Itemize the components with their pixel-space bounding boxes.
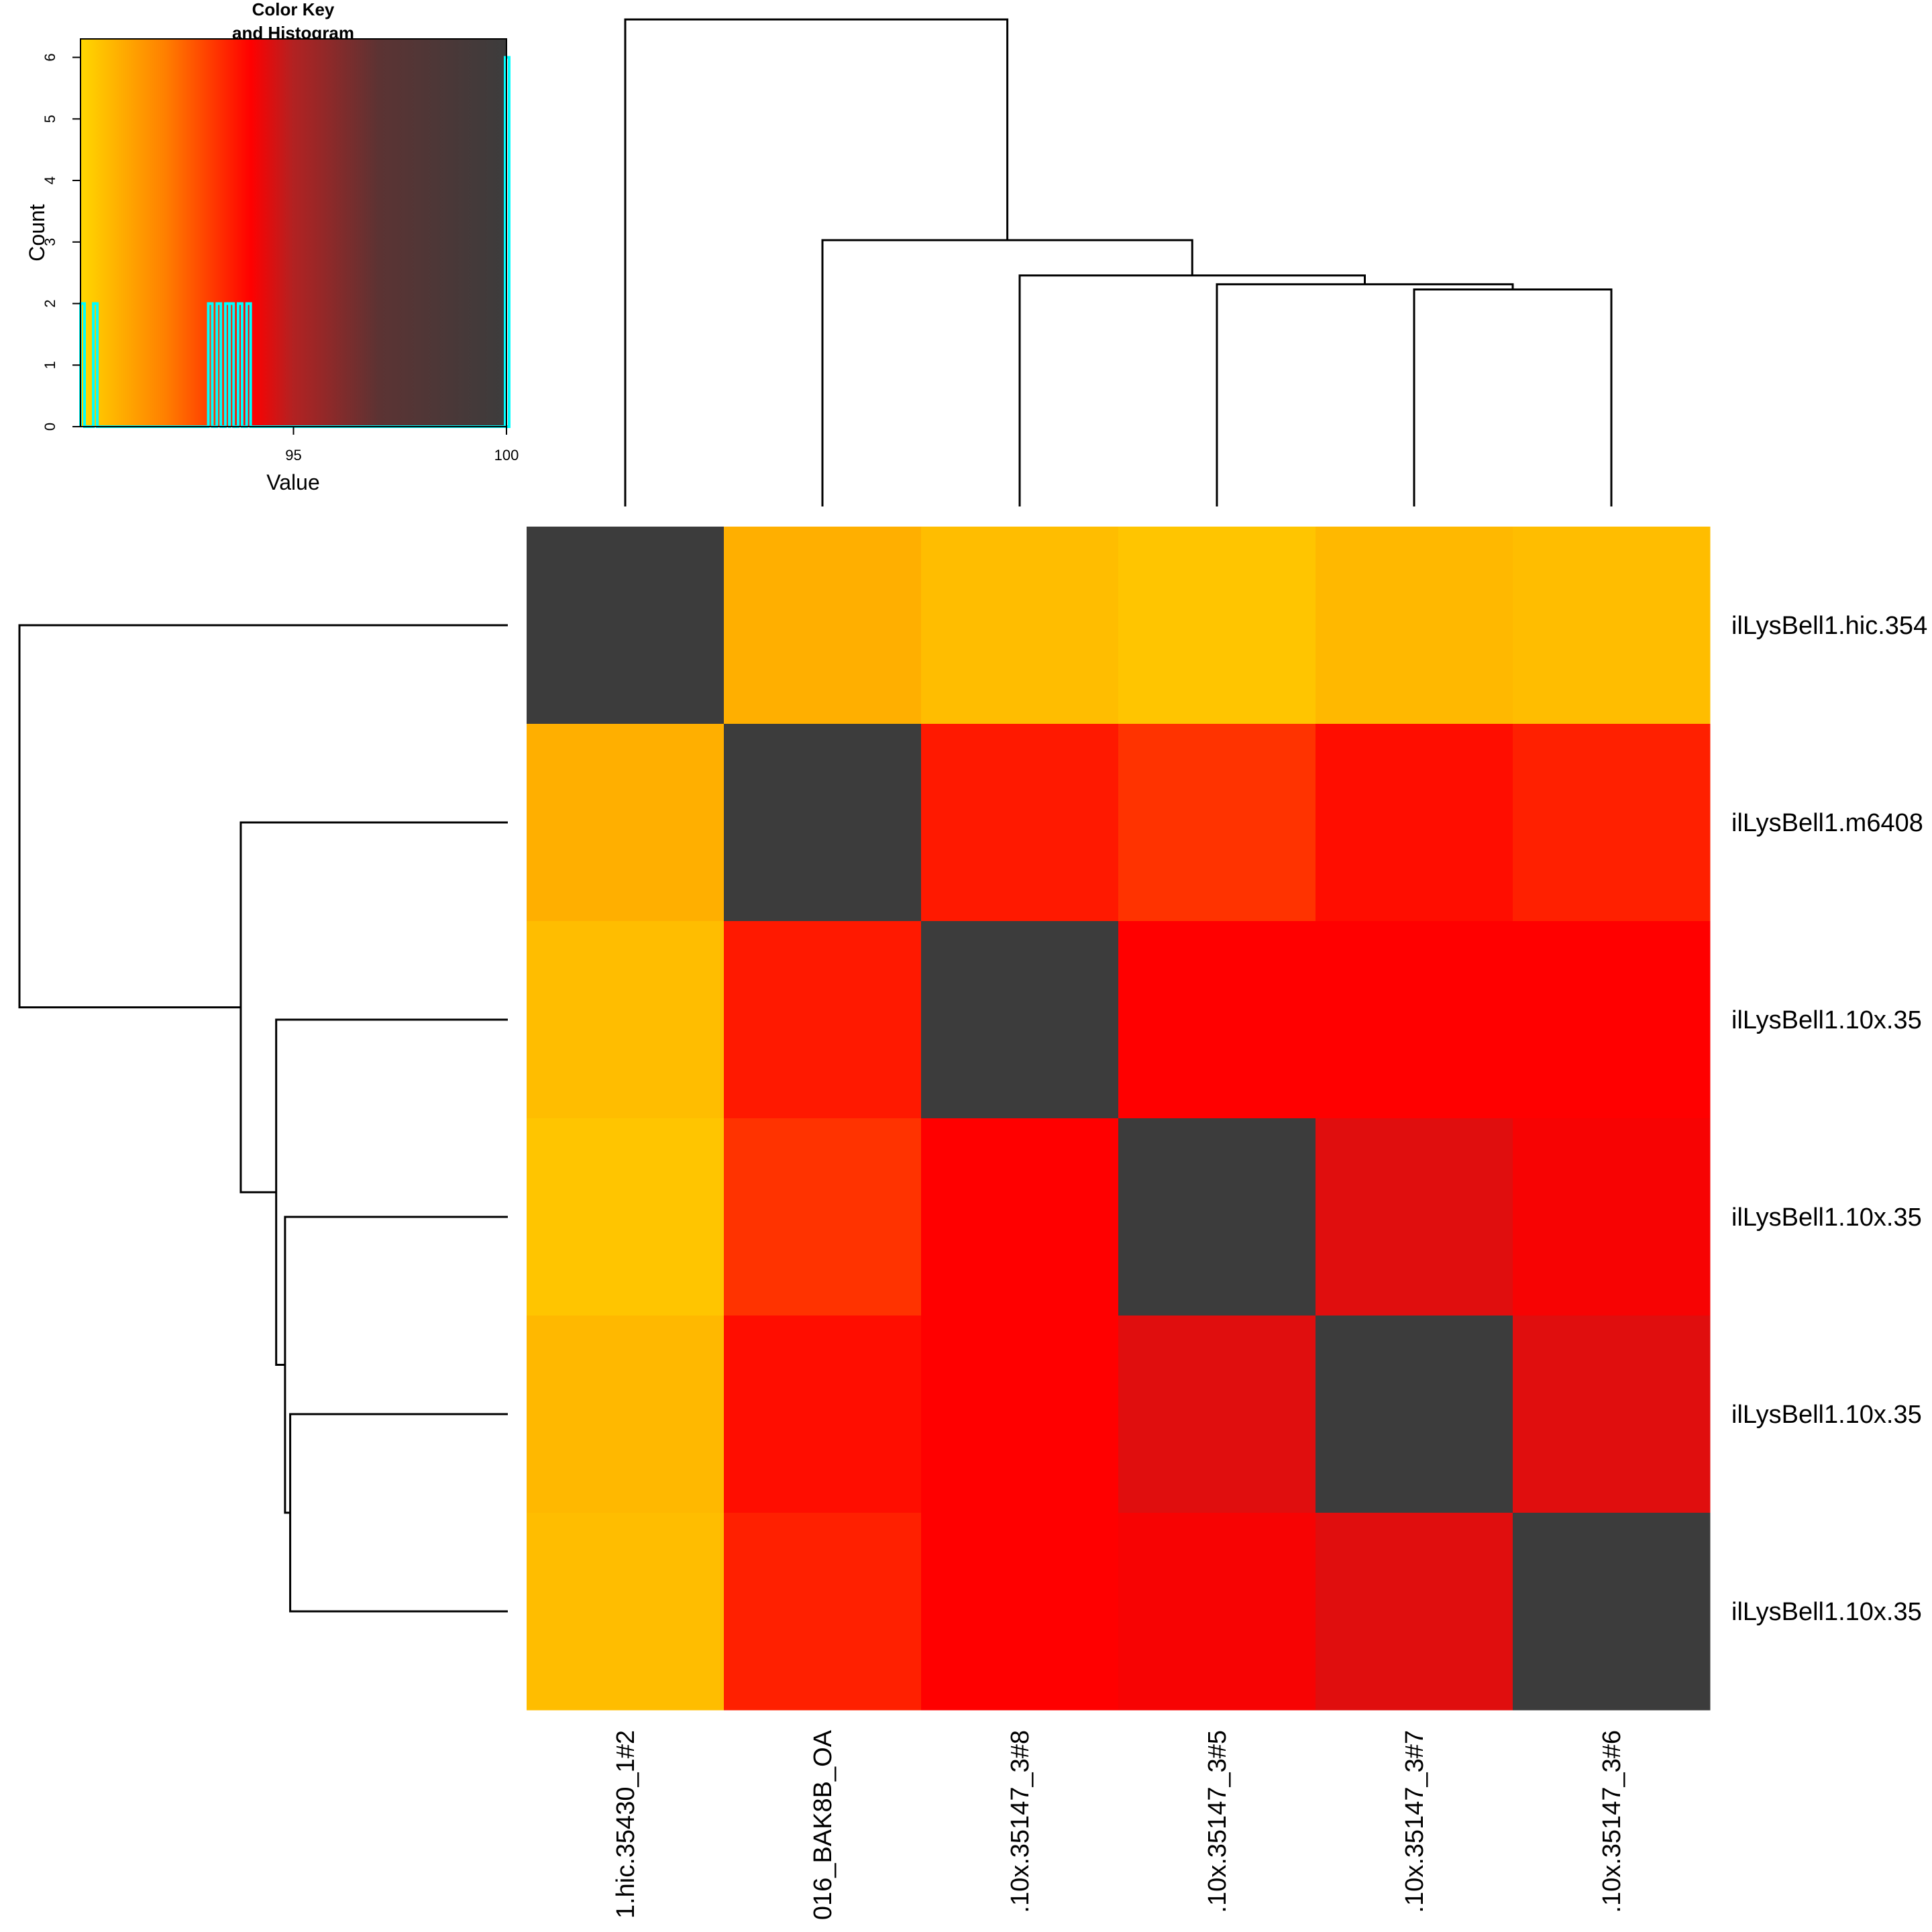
dendrogram-branch [239, 821, 508, 1193]
heatmap-cell [527, 1118, 724, 1316]
heatmap-cell [1118, 921, 1316, 1119]
row-dendrogram [18, 624, 508, 1613]
color-key-title: Color Key [252, 0, 335, 19]
row-label: ilLysBell1.10x.35 [1731, 1006, 1922, 1034]
color-key-xtick-label: 95 [285, 447, 301, 464]
heatmap-cell [1513, 1513, 1711, 1711]
dendrogram-branch [289, 1413, 508, 1613]
heatmap-cell [921, 1316, 1119, 1513]
color-key-ytick-label: 3 [42, 238, 58, 246]
heatmap-cell [1118, 1513, 1316, 1711]
heatmap-cell [1118, 1118, 1316, 1316]
histogram-line [79, 56, 511, 428]
heatmap-cell [921, 724, 1119, 922]
color-key-xtick-label: 100 [494, 447, 519, 464]
heatmap-cell [724, 1513, 922, 1711]
column-dendrogram [624, 18, 1613, 506]
row-label: ilLysBell1.10x.35 [1731, 1203, 1922, 1232]
row-label: ilLysBell1.m6408 [1731, 809, 1923, 837]
dendrogram-branch [275, 1018, 508, 1366]
dendrogram-branch [284, 1216, 508, 1514]
column-label: .10x.35147_3#7 [1401, 1730, 1429, 1913]
heatmap-cell [1118, 527, 1316, 724]
column-label: 1.hic.35430_1#2 [612, 1730, 640, 1919]
heatmap-cell [527, 1316, 724, 1513]
heatmap-cell [724, 921, 922, 1119]
heatmap-cell [1513, 724, 1711, 922]
color-key-ylabel: Count [25, 204, 49, 262]
dendrogram-branch [1216, 283, 1514, 506]
heatmap-cell [1513, 1118, 1711, 1316]
dendrogram-branch [1413, 288, 1613, 506]
heatmap-cell [1513, 527, 1711, 724]
color-key-ytick-label: 6 [42, 53, 58, 61]
row-label: ilLysBell1.10x.35 [1731, 1401, 1922, 1429]
column-label: .10x.35147_3#5 [1203, 1730, 1232, 1913]
column-label: .10x.35147_3#8 [1006, 1730, 1034, 1913]
dendrogram-branch [624, 18, 1009, 506]
heatmap-cell [1118, 1316, 1316, 1513]
row-label: ilLysBell1.10x.35 [1731, 1598, 1922, 1626]
color-key-y-axis: 0 1 2 3 4 5 6 [42, 53, 80, 431]
heatmap-cell [921, 1513, 1119, 1711]
color-key-gradient [80, 39, 506, 427]
heatmap-cell [527, 724, 724, 922]
heatmap-grid [527, 527, 1711, 1711]
heatmap-cell [921, 527, 1119, 724]
heatmap-cell [921, 921, 1119, 1119]
heatmap-cell [1316, 921, 1513, 1119]
heatmap-cell [1316, 724, 1513, 922]
dendrogram-branch [18, 624, 508, 1009]
color-key-xlabel: Value [266, 470, 319, 494]
color-key-ytick-label: 4 [42, 176, 58, 184]
heatmap-cell [1316, 1118, 1513, 1316]
column-label: 016_BAK8B_OA [809, 1729, 837, 1920]
heatmap-cell [1118, 724, 1316, 922]
heatmap-cell [527, 527, 724, 724]
row-labels: ilLysBell1.hic.354 ilLysBell1.m6408 ilLysB… [1731, 612, 1927, 1626]
heatmap-cell [921, 1118, 1119, 1316]
color-key-x-axis: 95 100 [285, 427, 519, 464]
row-label: ilLysBell1.hic.354 [1731, 612, 1927, 640]
heatmap-cell [1513, 921, 1711, 1119]
color-key-ytick-label: 1 [42, 361, 58, 369]
heatmap-cell [724, 1316, 922, 1513]
heatmap-cell [1513, 1316, 1711, 1513]
heatmap-cell [724, 527, 922, 724]
color-key-histogram [79, 56, 511, 428]
heatmap-cell [1316, 527, 1513, 724]
heatmap-cell [527, 1513, 724, 1711]
heatmap-cell [724, 1118, 922, 1316]
color-key-ytick-label: 0 [42, 423, 58, 431]
heatmap-cell [1316, 1513, 1513, 1711]
color-key-ytick-label: 5 [42, 115, 58, 123]
dendrogram-branch [1018, 274, 1366, 506]
heatmap-cell [724, 724, 922, 922]
column-label: .10x.35147_3#6 [1598, 1730, 1626, 1913]
heatmap-cell [527, 921, 724, 1119]
dendrogram-branch [821, 239, 1193, 506]
column-labels: 1.hic.35430_1#2 016_BAK8B_OA .10x.35147_3#… [612, 1729, 1626, 1920]
heatmap-cell [1316, 1316, 1513, 1513]
color-key-ytick-label: 2 [42, 299, 58, 307]
